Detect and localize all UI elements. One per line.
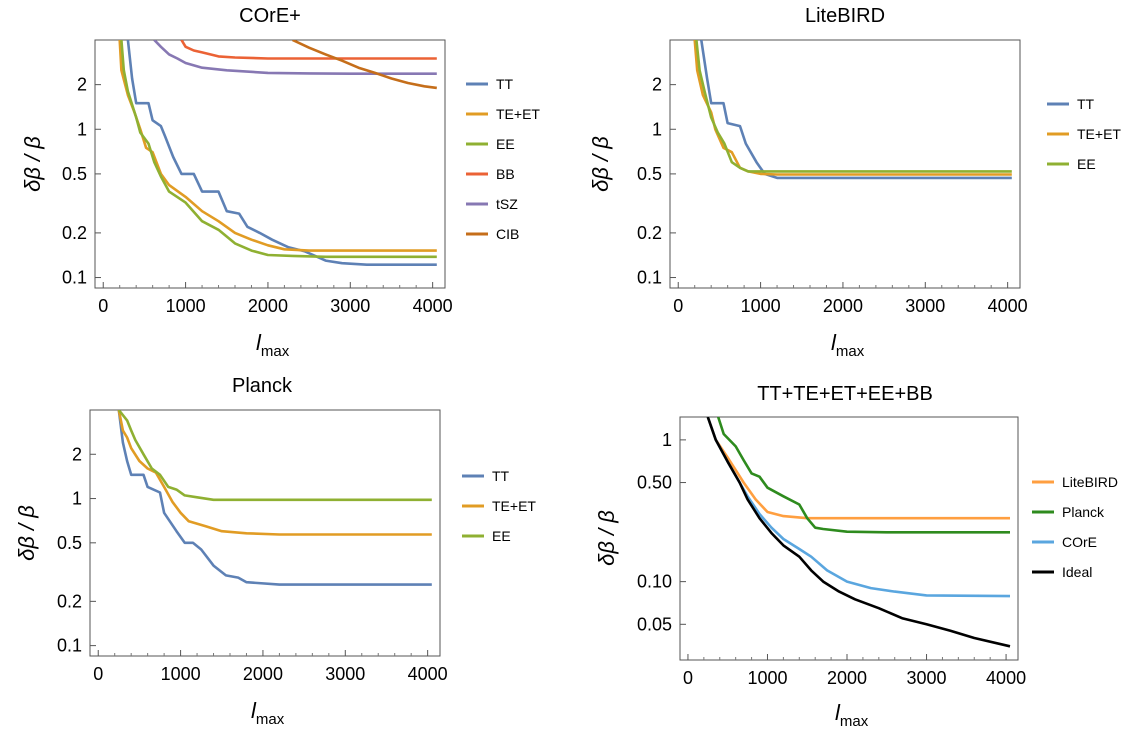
legend-label: TT — [1077, 96, 1095, 112]
chart-title: Planck — [232, 375, 293, 397]
series-line-tt — [117, 410, 432, 586]
plot-frame — [669, 39, 1021, 289]
series-line-bb — [180, 40, 437, 60]
series-line-ee — [695, 40, 1012, 173]
series-line-ideal — [706, 417, 1011, 648]
y-axis-label: δβ / β — [594, 510, 619, 566]
y-tick-label: 1 — [72, 489, 82, 509]
x-tick-label: 3000 — [325, 664, 365, 684]
x-axis-label: lmax — [831, 330, 865, 360]
y-tick-label: 0.50 — [637, 473, 672, 493]
y-tick-label: 0.2 — [62, 223, 87, 243]
y-tick-label: 0.5 — [637, 164, 662, 184]
series-line-te-et — [693, 40, 1012, 176]
x-tick-label: 1000 — [166, 296, 206, 316]
legend-label: tSZ — [496, 196, 518, 212]
x-tick-label: 2000 — [823, 296, 863, 316]
x-axis-label: lmax — [256, 330, 290, 360]
x-tick-label: 3000 — [907, 668, 947, 688]
chart-panel-2: LiteBIRD 0 1000 2000 3000 4000 0.1 0.2 0.5 1 2 δβ /… — [588, 5, 1121, 360]
legend-label: LiteBIRD — [1062, 474, 1118, 490]
y-tick-label: 2 — [72, 444, 82, 464]
x-tick-label: 4000 — [986, 668, 1026, 688]
y-tick-label: 2 — [77, 75, 87, 95]
x-tick-label: 3000 — [330, 296, 370, 316]
chart-panel-4: TT+TE+ET+EE+BB 0 1000 2000 3000 4000 0.05 0.10 0… — [594, 383, 1118, 730]
y-tick-label: 0.2 — [637, 223, 662, 243]
chart-panel-1: COrE+ 0 1000 2000 3000 4000 0.1 0.2 0.5 1 2 δβ / β l… — [20, 5, 540, 360]
legend-label: TT — [496, 76, 514, 92]
y-tick-label: 0.1 — [57, 636, 82, 656]
legend-label: COrE — [1062, 534, 1097, 550]
x-tick-label: 2000 — [827, 668, 867, 688]
series-line-ee — [120, 40, 437, 259]
legend-label: Ideal — [1062, 564, 1092, 580]
x-axis-label: lmax — [835, 700, 869, 730]
chart-title: TT+TE+ET+EE+BB — [757, 383, 933, 405]
series-line-litebird — [706, 417, 1010, 520]
legend-label: TE+ET — [1077, 126, 1121, 142]
y-axis-label: δβ / β — [20, 136, 45, 192]
chart-panel-3: Planck 0 1000 2000 3000 4000 0.1 0.2 0.5 1 2 δβ / β… — [14, 375, 536, 728]
series-line-planck — [716, 417, 1010, 534]
legend-label: EE — [1077, 156, 1096, 172]
x-tick-label: 2000 — [243, 664, 283, 684]
x-tick-label: 0 — [683, 668, 693, 688]
x-tick-label: 1000 — [741, 296, 781, 316]
x-tick-label: 0 — [98, 296, 108, 316]
plot-frame — [94, 39, 446, 289]
plot-frame — [89, 409, 441, 657]
x-tick-label: 4000 — [408, 664, 448, 684]
y-tick-label: 1 — [77, 119, 87, 139]
x-tick-label: 1000 — [161, 664, 201, 684]
legend-label: TT — [492, 468, 510, 484]
y-tick-label: 0.1 — [637, 268, 662, 288]
chart-title: LiteBIRD — [805, 5, 885, 27]
series-line-tt — [700, 40, 1012, 180]
legend-label: TE+ET — [496, 106, 540, 122]
y-tick-label: 0.5 — [62, 164, 87, 184]
y-tick-label: 0.1 — [62, 268, 87, 288]
y-tick-label: 0.10 — [637, 572, 672, 592]
y-axis-label: δβ / β — [588, 136, 613, 192]
series-line-ee — [117, 410, 432, 502]
y-tick-label: 1 — [652, 119, 662, 139]
y-tick-label: 1 — [662, 430, 672, 450]
series-line-tsz — [153, 40, 437, 75]
series-line-cib — [292, 40, 437, 90]
x-tick-label: 2000 — [248, 296, 288, 316]
x-tick-label: 0 — [93, 664, 103, 684]
x-tick-label: 3000 — [905, 296, 945, 316]
x-axis-label: lmax — [251, 698, 285, 728]
series-line-te-et — [117, 410, 432, 536]
series-line-tt — [126, 40, 437, 266]
y-tick-label: 0.2 — [57, 591, 82, 611]
legend-label: CIB — [496, 226, 519, 242]
legend-label: EE — [496, 136, 515, 152]
x-tick-label: 1000 — [747, 668, 787, 688]
x-tick-label: 4000 — [988, 296, 1028, 316]
plot-frame — [679, 416, 1019, 661]
y-tick-label: 0.5 — [57, 533, 82, 553]
chart-title: COrE+ — [239, 5, 301, 27]
legend-label: BB — [496, 166, 515, 182]
y-axis-label: δβ / β — [14, 505, 39, 561]
y-tick-label: 0.05 — [637, 614, 672, 634]
y-tick-label: 2 — [652, 75, 662, 95]
legend-label: EE — [492, 528, 511, 544]
legend-label: TE+ET — [492, 498, 536, 514]
legend-label: Planck — [1062, 504, 1105, 520]
x-tick-label: 0 — [673, 296, 683, 316]
x-tick-label: 4000 — [413, 296, 453, 316]
